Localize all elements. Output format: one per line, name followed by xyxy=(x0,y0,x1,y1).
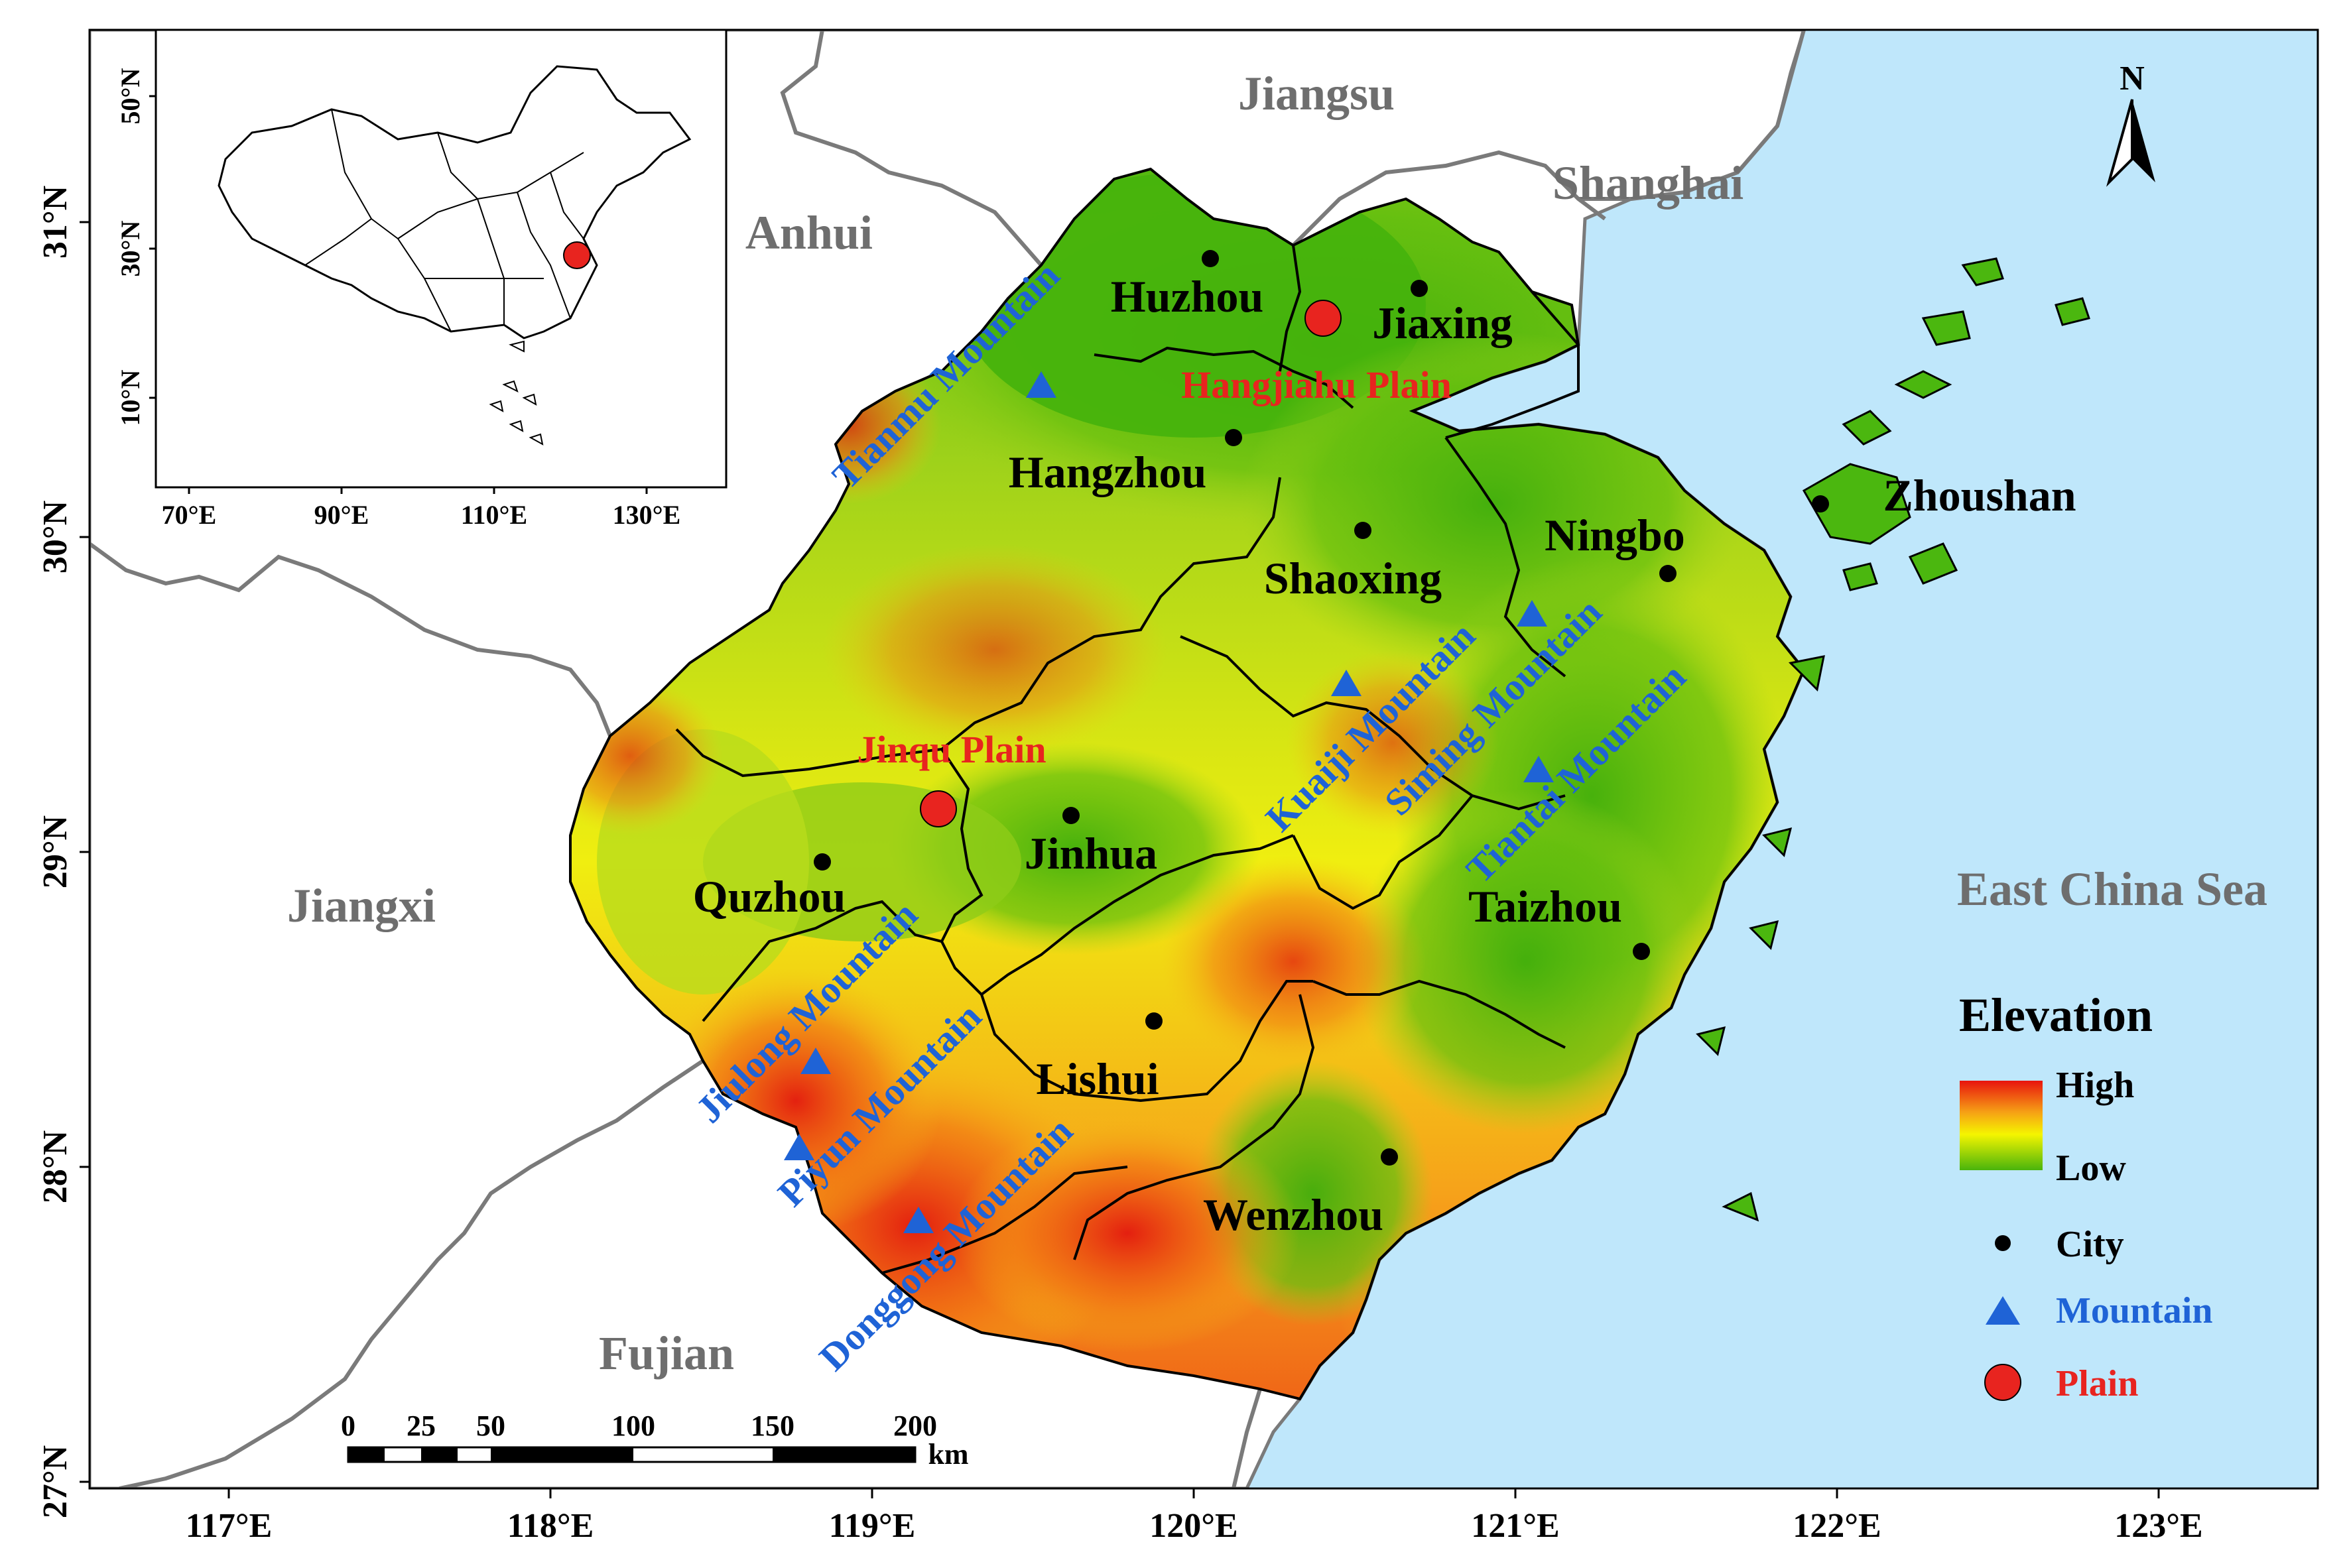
label-jiaxing: Jiaxing xyxy=(1372,298,1513,348)
inset-south-sea-islands xyxy=(489,340,544,446)
city-markers xyxy=(814,250,1829,1166)
lat-label-31: 31°N xyxy=(36,186,74,259)
label-wenzhou: Wenzhou xyxy=(1203,1189,1383,1240)
mountain-marker-tiantai xyxy=(1523,756,1554,782)
lat-label-30: 30°N xyxy=(36,501,74,573)
label-hangjiahu-plain: Hangjiahu Plain xyxy=(1181,363,1452,406)
legend-high: High xyxy=(2056,1065,2134,1106)
legend-plain-icon xyxy=(1984,1364,2021,1401)
label-hangzhou: Hangzhou xyxy=(1009,447,1207,497)
label-jinqu-plain: Jinqu Plain xyxy=(857,728,1046,771)
city-dot-huzhou xyxy=(1202,250,1219,267)
label-jiangxi: Jiangxi xyxy=(287,879,436,932)
city-dot-zhoushan xyxy=(1812,495,1829,513)
city-dot-lishui xyxy=(1145,1012,1163,1030)
inset-lat-10: 10°N xyxy=(115,369,145,426)
city-dot-hangzhou xyxy=(1225,429,1242,446)
legend: Elevation High Low City Mountain Plain xyxy=(1959,989,2213,1404)
zhoushan-islands xyxy=(1696,257,2090,1222)
lon-label-121: 121°E xyxy=(1471,1507,1559,1545)
city-dot-jiaxing xyxy=(1411,280,1428,297)
label-shaoxing: Shaoxing xyxy=(1264,553,1442,603)
label-jinhua: Jinhua xyxy=(1025,828,1157,878)
label-lishui: Lishui xyxy=(1036,1054,1159,1104)
scale-tick-200: 200 xyxy=(893,1410,937,1442)
inset-province-lines xyxy=(304,109,584,332)
mountain-marker-siming xyxy=(1517,600,1547,627)
scale-tick-150: 150 xyxy=(751,1410,794,1442)
plain-markers xyxy=(920,300,1342,827)
label-zhoushan: Zhoushan xyxy=(1883,470,2076,520)
plain-marker-hangjiahu xyxy=(1304,300,1342,337)
scale-tick-0: 0 xyxy=(341,1410,355,1442)
legend-city: City xyxy=(2056,1224,2124,1265)
inset-zhejiang-marker xyxy=(563,241,591,269)
city-dot-shaoxing xyxy=(1354,522,1371,539)
scale-tick-25: 25 xyxy=(407,1410,436,1442)
legend-title: Elevation xyxy=(1959,989,2153,1042)
legend-mountain: Mountain xyxy=(2056,1290,2213,1331)
inset-map: 50°N 30°N 10°N 70°E 90°E 110°E 130°E xyxy=(115,29,728,530)
lon-label-117: 117°E xyxy=(186,1507,273,1545)
inset-lat-50: 50°N xyxy=(115,68,145,124)
label-taizhou: Taizhou xyxy=(1468,881,1622,932)
label-east-china-sea: East China Sea xyxy=(1957,863,2267,916)
legend-elevation-ramp xyxy=(1960,1081,2043,1170)
lon-label-119: 119°E xyxy=(829,1507,916,1545)
mountain-marker-tianmu xyxy=(1026,371,1056,398)
label-quzhou: Quzhou xyxy=(693,871,846,922)
mountain-marker-jiulong xyxy=(800,1048,831,1074)
zhejiang-outline xyxy=(569,167,1806,1401)
lon-label-123: 123°E xyxy=(2114,1507,2202,1545)
scale-bar: 0 25 50 100 150 200 km xyxy=(341,1410,969,1471)
lon-label-118: 118°E xyxy=(507,1507,594,1545)
province-borders xyxy=(90,30,1806,1488)
lat-label-28: 28°N xyxy=(36,1130,74,1203)
city-dot-taizhou xyxy=(1633,943,1650,960)
plain-marker-jinqu xyxy=(920,790,957,827)
inset-lon-130: 130°E xyxy=(613,500,681,530)
legend-city-icon xyxy=(1995,1235,2011,1251)
mountain-markers xyxy=(784,371,1554,1233)
scale-tick-50: 50 xyxy=(476,1410,505,1442)
mountain-marker-donggong xyxy=(903,1207,934,1233)
city-dot-wenzhou xyxy=(1381,1148,1398,1166)
north-arrow-icon: N xyxy=(2106,60,2155,187)
label-jiangsu: Jiangsu xyxy=(1238,67,1395,120)
lon-label-122: 122°E xyxy=(1793,1507,1881,1545)
label-shanghai: Shanghai xyxy=(1553,156,1743,210)
inset-lon-90: 90°E xyxy=(314,500,369,530)
scale-unit: km xyxy=(928,1438,968,1471)
mountain-marker-piyun xyxy=(784,1134,814,1160)
axis-ticks xyxy=(80,221,2160,1498)
label-anhui: Anhui xyxy=(745,206,873,259)
lat-label-27: 27°N xyxy=(36,1445,74,1518)
city-dot-quzhou xyxy=(814,853,831,871)
city-dot-ningbo xyxy=(1659,565,1677,582)
mountain-marker-kuaiji xyxy=(1331,670,1362,696)
inset-lat-30: 30°N xyxy=(115,220,145,276)
legend-mountain-icon xyxy=(1986,1296,2020,1325)
label-huzhou: Huzhou xyxy=(1111,271,1264,322)
map-frame xyxy=(88,29,2319,1490)
label-ningbo: Ningbo xyxy=(1545,510,1685,560)
city-boundaries xyxy=(675,245,1580,1274)
legend-low: Low xyxy=(2056,1148,2126,1189)
inset-lon-110: 110°E xyxy=(461,500,527,530)
inset-lon-70: 70°E xyxy=(162,500,217,530)
scale-tick-100: 100 xyxy=(611,1410,655,1442)
legend-plain: Plain xyxy=(2056,1363,2138,1404)
label-fujian: Fujian xyxy=(599,1327,734,1380)
lon-label-120: 120°E xyxy=(1149,1507,1237,1545)
lat-label-29: 29°N xyxy=(36,815,74,888)
city-dot-jinhua xyxy=(1062,807,1080,824)
north-label: N xyxy=(2120,60,2145,97)
